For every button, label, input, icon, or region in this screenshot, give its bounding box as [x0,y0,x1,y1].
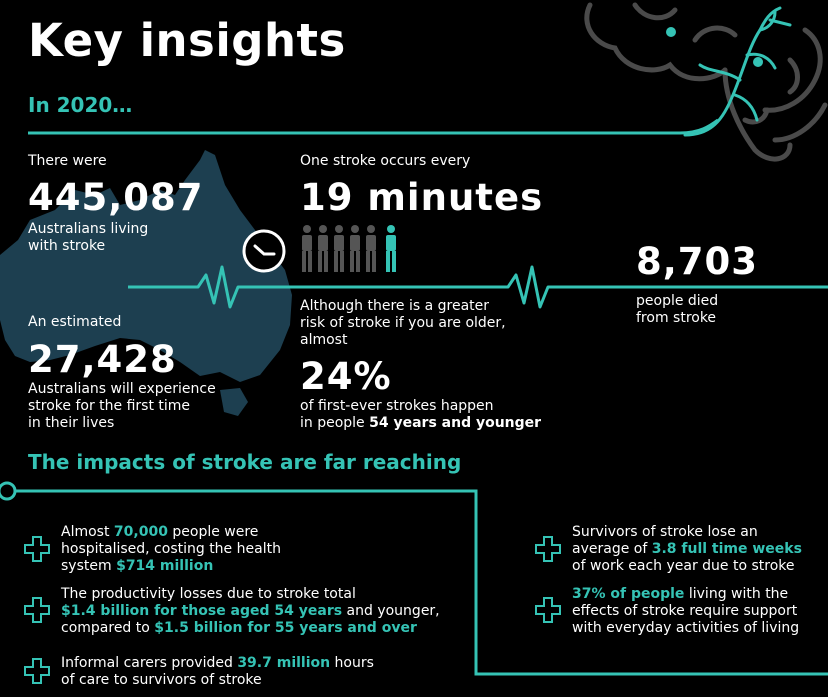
section-subtitle: In 2020… [28,93,133,117]
deaths-value: 8,703 [636,240,759,283]
deaths-desc: people died from stroke [636,293,719,326]
brain-icon [584,2,828,162]
plus-icon [24,536,50,562]
impact-carers: Informal carers provided 39.7 million ho… [61,655,374,688]
young-detail: of first-ever strokes happen in people 5… [300,398,542,431]
clock-icon [242,229,286,273]
frequency-value: 19 minutes [300,176,544,219]
header-divider [28,118,719,135]
first-time-pre: An estimated [28,314,122,330]
plus-icon [535,536,561,562]
first-time-value: 27,428 [28,338,177,381]
australia-map [0,150,292,416]
heartbeat-line [128,265,828,309]
young-desc: Although there is a greater risk of strok… [300,298,506,348]
living-desc: Australians living with stroke [28,221,149,254]
plus-icon [24,658,50,684]
impacts-divider [0,481,828,676]
impacts-title: The impacts of stroke are far reaching [28,450,462,474]
living-pre: There were [28,153,107,169]
page-title: Key insights [28,14,346,67]
young-value: 24% [300,355,392,398]
impact-support: 37% of people living with the effects of… [572,586,800,636]
impact-work: Survivors of stroke lose an average of 3… [572,524,802,574]
living-value: 445,087 [28,176,204,219]
first-time-desc: Australians will experience stroke for th… [28,381,216,431]
plus-icon [535,597,561,623]
impact-productivity: The productivity losses due to stroke to… [61,586,440,636]
frequency-pre: One stroke occurs every [300,153,471,169]
impact-hospital: Almost 70,000 people were hospitalised, … [61,524,281,574]
plus-icon [24,597,50,623]
people-icon [302,225,396,272]
